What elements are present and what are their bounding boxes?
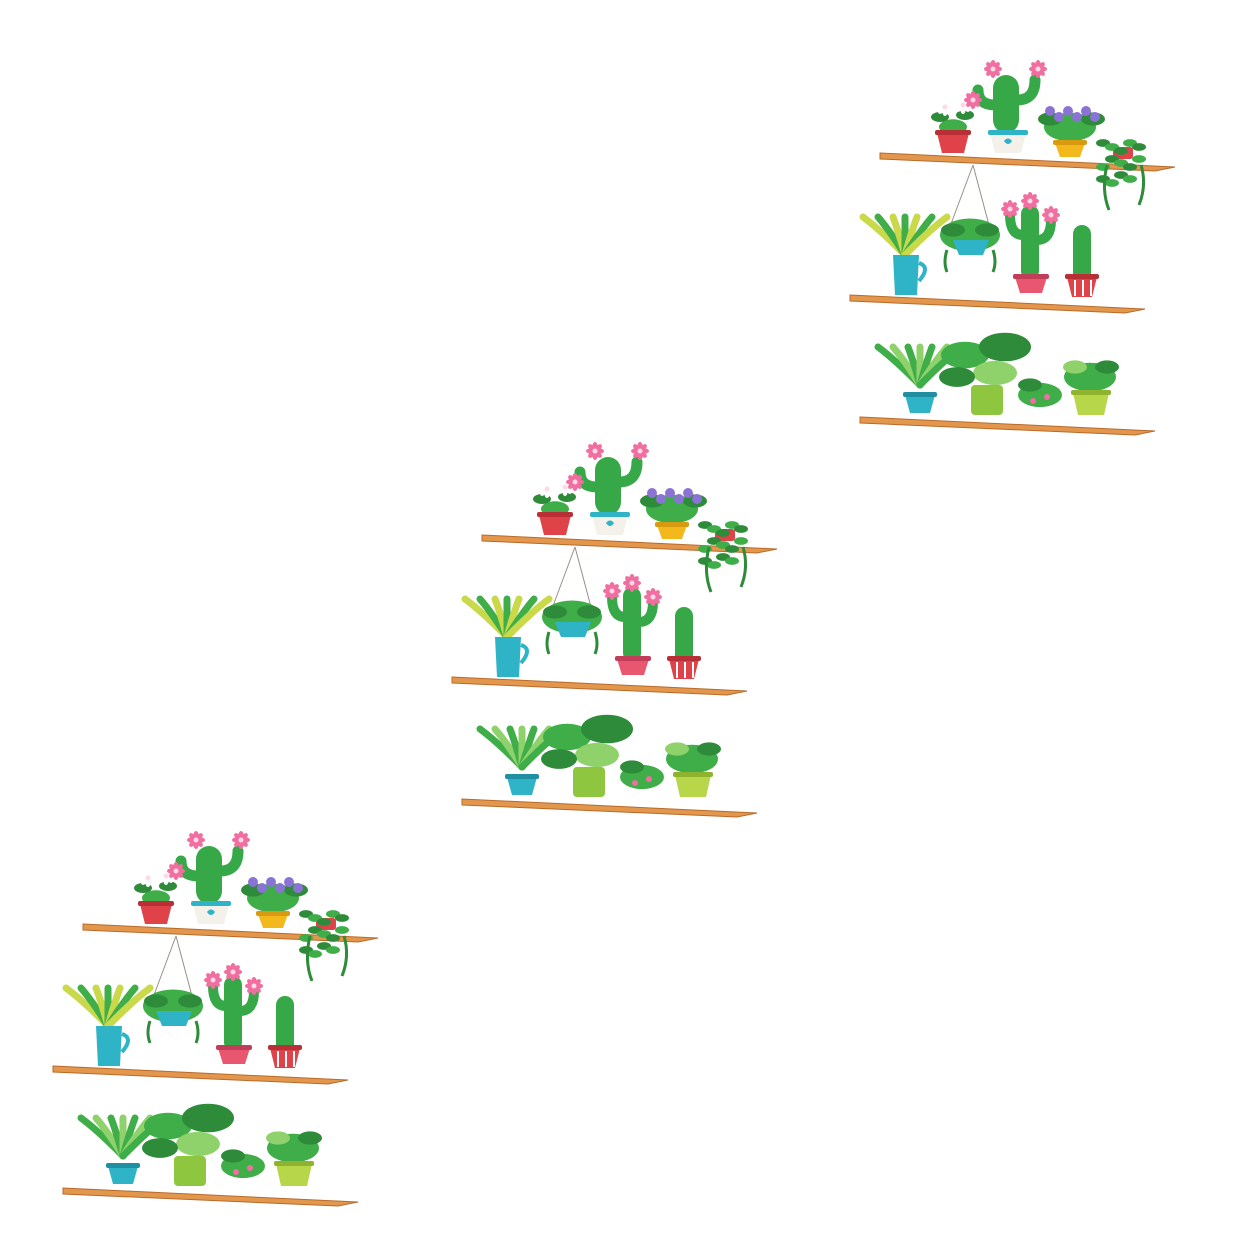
plant-shelf-set-middle <box>447 437 787 827</box>
plant-shelf-set-bottom-left-art <box>52 831 379 1207</box>
plant-shelf-set-bottom-left <box>48 826 388 1216</box>
plant-shelf-set-top-right <box>845 55 1185 445</box>
plant-shelf-set-top-right-art <box>849 60 1176 436</box>
plant-shelf-set-middle-art <box>451 442 778 818</box>
